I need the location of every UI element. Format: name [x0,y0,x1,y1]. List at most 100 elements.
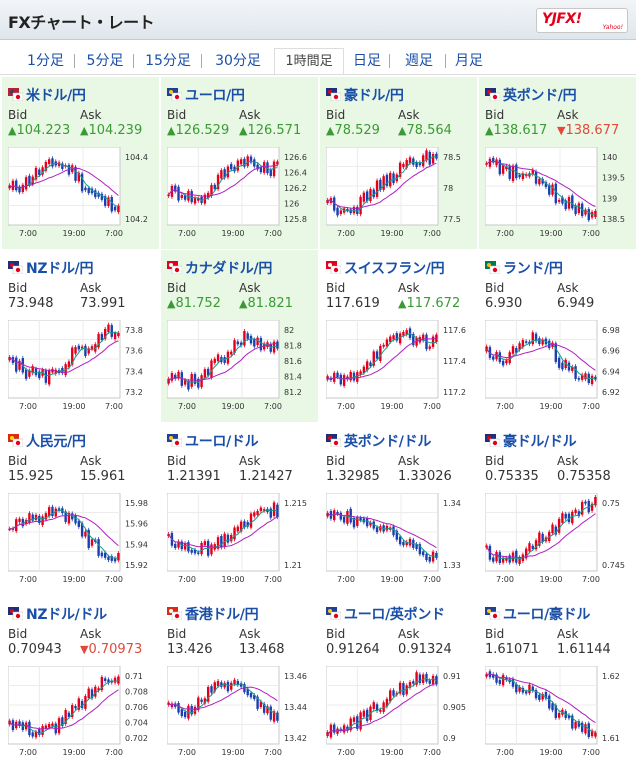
pair-name-link[interactable]: 英ポンド/ドル [344,434,432,450]
chart-container[interactable]: 13.46 13.44 13.42 7:00 19:00 7:00 [167,666,319,758]
x-tick-label: 7:00 [105,748,123,757]
yjfx-logo[interactable]: YJFX! Yahoo! [536,8,628,33]
candle-body [587,723,590,738]
chart-container[interactable]: 1.215 1.21 7:00 19:00 7:00 [167,493,319,585]
pair-name-link[interactable]: カナダドル/円 [185,261,273,277]
chart-container[interactable]: 82 81.8 81.6 81.4 81.2 7:00 19:00 7:00 [167,320,319,412]
tab-4[interactable]: 30分足 [215,53,261,69]
rate-card[interactable]: 豪ドル/円 Bid Ask ▲78.529 ▲78.564 78.5 78 77.5 7:00 1… [320,77,477,249]
chart-container[interactable]: 126.6 126.4 126.2 126 125.8 7:00 19:00 7:00 [167,147,319,239]
candle-body [239,521,243,532]
pair-name-link[interactable]: 米ドル/円 [26,88,86,104]
candle-body [326,512,329,517]
pair-name-link[interactable]: NZドル/ドル [26,607,107,623]
candle-body [392,526,395,536]
tab-3[interactable]: 15分足 [145,53,191,69]
chart-container[interactable]: 1.62 1.61 7:00 19:00 7:00 [485,666,636,758]
tab-6[interactable]: 日足 [353,53,381,69]
rate-card[interactable]: NZドル/ドル Bid Ask 0.70943 ▼0.70973 0.71 0.708 0.7… [2,596,159,768]
tab-5[interactable]: 1時間足 [274,48,344,74]
gb-us-flag-icon [326,432,342,448]
pair-name-link[interactable]: 人民元/円 [26,434,86,450]
pair-name-link[interactable]: 豪ドル/円 [344,88,404,104]
price-chart[interactable]: 6.986.966.946.927:00 19:00 7:00 [485,320,636,412]
rate-card[interactable]: カナダドル/円 Bid Ask ▲81.752 ▲81.821 82 81.8 81.6 81.… [161,250,318,422]
candle-body [203,541,207,546]
candle-body [551,524,554,534]
chart-container[interactable]: 104.4 104.2 7:00 19:00 7:00 [8,147,160,239]
price-chart[interactable]: 1.341.337:00 19:00 7:00 [326,493,478,585]
tab-2[interactable]: 5分足 [86,53,124,69]
chart-container[interactable]: 6.98 6.96 6.94 6.92 7:00 19:00 7:00 [485,320,636,412]
chart-container[interactable]: 0.75 0.745 7:00 19:00 7:00 [485,493,636,585]
candle-body [41,167,44,175]
chart-container[interactable]: 140 139.5 139 138.5 7:00 19:00 7:00 [485,147,636,239]
ask-value: 1.21427 [239,469,293,484]
rate-card[interactable]: ユーロ/豪ドル Bid Ask 1.61071 1.61144 1.62 1.61 7:00 1… [479,596,636,768]
candle-body [428,556,431,562]
pair-name-link[interactable]: ランド/円 [503,261,563,277]
price-chart[interactable]: 73.873.673.473.27:00 19:00 7:00 [8,320,160,412]
price-chart[interactable]: 1.621.617:00 19:00 7:00 [485,666,636,758]
rate-card[interactable]: 豪ドル/ドル Bid Ask 0.75335 0.75358 0.75 0.745 7:00 1… [479,423,636,595]
pair-name-link[interactable]: スイスフラン/円 [344,261,445,277]
pair-name-link[interactable]: 英ポンド/円 [503,88,577,104]
chart-container[interactable]: 78.5 78 77.5 7:00 19:00 7:00 [326,147,478,239]
candle-body [71,705,74,718]
candle-body [342,375,346,386]
y-tick-label: 117.2 [443,388,466,397]
rate-card[interactable]: NZドル/円 Bid Ask 73.948 73.991 73.8 73.6 73.4 73.2… [2,250,159,422]
candle-body [561,513,564,523]
tab-7[interactable]: 週足 [405,53,433,69]
candle-body [87,348,90,354]
chart-container[interactable]: 0.91 0.905 0.9 7:00 19:00 7:00 [326,666,478,758]
nz-us-flag-icon [8,605,24,621]
pair-name-link[interactable]: ユーロ/ドル [185,434,259,450]
rate-card[interactable]: スイスフラン/円 Bid Ask 117.619 ▲117.672 117.6 117.4 1… [320,250,477,422]
pair-name-link[interactable]: ユーロ/英ポンド [344,607,445,623]
chart-container[interactable]: 1.34 1.33 7:00 19:00 7:00 [326,493,478,585]
tab-1[interactable]: 1分足 [27,53,64,69]
pair-name-link[interactable]: NZドル/円 [26,261,94,277]
candle-body [47,507,51,517]
chart-container[interactable]: 15.98 15.96 15.94 15.92 7:00 19:00 7:00 [8,493,160,585]
bid-label: Bid [167,627,187,641]
candle-body [561,197,564,204]
y-tick-label: 0.702 [125,734,148,743]
chart-container[interactable]: 73.8 73.6 73.4 73.2 7:00 19:00 7:00 [8,320,160,412]
short-ma-line [168,338,278,383]
pair-name-link[interactable]: ユーロ/円 [185,88,245,104]
tab-8[interactable]: 月足 [455,53,483,69]
chart-container[interactable]: 0.71 0.708 0.706 0.704 0.702 7:00 19:00 7:00 [8,666,160,758]
chart-container[interactable]: 117.6 117.4 117.2 7:00 19:00 7:00 [326,320,478,412]
rate-card[interactable]: ユーロ/円 Bid Ask ▲126.529 ▲126.571 126.6 126.4 126… [161,77,318,249]
pair-name-link[interactable]: 豪ドル/ドル [503,434,577,450]
rate-card[interactable]: ランド/円 Bid Ask 6.930 6.949 6.98 6.96 6.94 6.92 7:0… [479,250,636,422]
rate-card[interactable]: 米ドル/円 Bid Ask ▲104.223 ▲104.239 104.4 104.2 7:0… [2,77,159,249]
rate-card[interactable]: 英ポンド/円 Bid Ask ▲138.617 ▼138.677 140 139.5 139 1… [479,77,636,249]
pair-name-link[interactable]: 香港ドル/円 [185,607,259,623]
rate-card[interactable]: 英ポンド/ドル Bid Ask 1.32985 1.33026 1.34 1.33 7:00 1… [320,423,477,595]
rate-card[interactable]: ユーロ/英ポンド Bid Ask 0.91264 0.91324 0.91 0.905 0.9… [320,596,477,768]
candle-body [38,515,41,524]
ask-value: ▲81.821 [239,296,293,311]
candle-body [103,552,107,558]
rate-card[interactable]: 人民元/円 Bid Ask 15.925 15.961 15.98 15.96 15.94 15… [2,423,159,595]
y-tick-label: 82 [284,326,294,335]
rate-card[interactable]: 香港ドル/円 Bid Ask 13.426 13.468 13.46 13.44 13.42 7… [161,596,318,768]
ask-label: Ask [80,454,102,468]
pair-name-link[interactable]: ユーロ/豪ドル [503,607,591,623]
rate-card[interactable]: ユーロ/ドル Bid Ask 1.21391 1.21427 1.215 1.21 7:00 1… [161,423,318,595]
